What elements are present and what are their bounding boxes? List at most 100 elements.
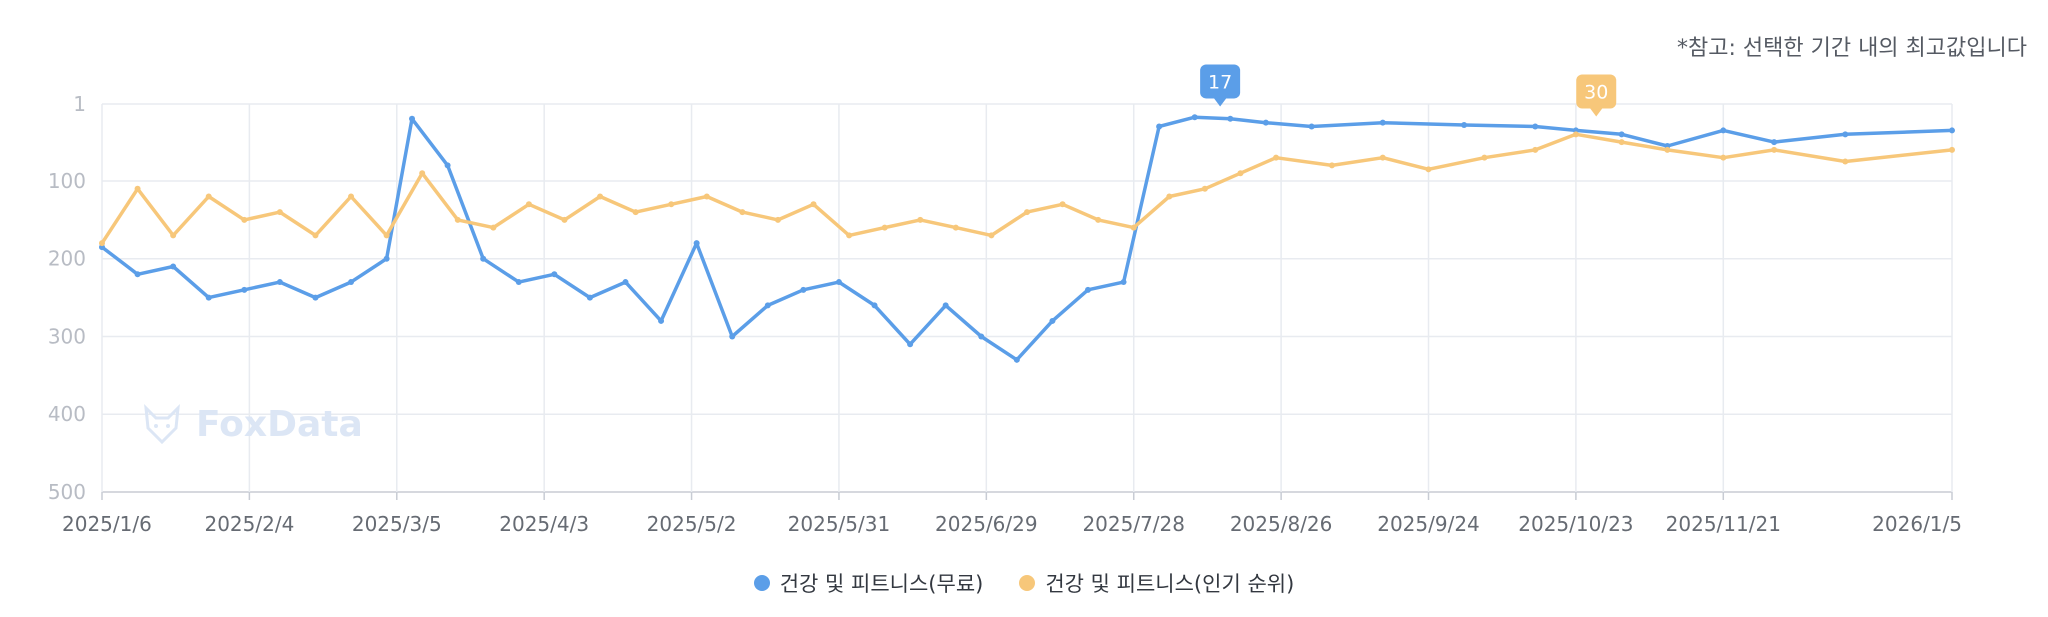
data-point[interactable] bbox=[134, 271, 141, 278]
x-tick-label: 2026/1/5 bbox=[1872, 512, 1962, 536]
data-point[interactable] bbox=[1949, 146, 1955, 153]
data-point[interactable] bbox=[1664, 146, 1671, 153]
legend-item-free[interactable]: 건강 및 피트니스(무료) bbox=[753, 568, 983, 598]
data-point[interactable] bbox=[205, 294, 212, 301]
data-point[interactable] bbox=[170, 263, 177, 270]
data-point[interactable] bbox=[1949, 127, 1955, 134]
data-point[interactable] bbox=[1049, 317, 1056, 324]
data-point[interactable] bbox=[917, 216, 924, 223]
data-point[interactable] bbox=[1771, 146, 1778, 153]
data-point[interactable] bbox=[1166, 193, 1173, 200]
y-tick-label: 1 bbox=[73, 92, 86, 116]
data-point[interactable] bbox=[764, 302, 771, 309]
x-tick-label: 2025/5/2 bbox=[647, 512, 737, 536]
data-point[interactable] bbox=[444, 162, 451, 169]
data-point[interactable] bbox=[622, 279, 629, 286]
data-point[interactable] bbox=[1481, 154, 1488, 161]
data-point[interactable] bbox=[942, 302, 949, 309]
x-axis: 2025/1/6 2025/2/4 2025/3/5 2025/4/3 2025/5/2… bbox=[62, 492, 1962, 536]
data-point[interactable] bbox=[729, 333, 736, 340]
data-point[interactable] bbox=[907, 341, 914, 348]
series-line-popular bbox=[100, 132, 1953, 245]
data-point[interactable] bbox=[881, 224, 888, 231]
data-point[interactable] bbox=[1842, 158, 1849, 165]
data-point[interactable] bbox=[1227, 115, 1234, 122]
data-point[interactable] bbox=[99, 240, 105, 247]
data-point[interactable] bbox=[597, 193, 604, 200]
data-point[interactable] bbox=[658, 317, 665, 324]
data-point[interactable] bbox=[561, 216, 568, 223]
data-point[interactable] bbox=[810, 201, 817, 208]
data-point[interactable] bbox=[551, 271, 558, 278]
data-point[interactable] bbox=[693, 240, 700, 247]
data-point[interactable] bbox=[1461, 121, 1468, 128]
data-point[interactable] bbox=[409, 115, 416, 122]
data-point[interactable] bbox=[1156, 123, 1163, 130]
data-point[interactable] bbox=[134, 185, 141, 192]
data-point[interactable] bbox=[348, 279, 355, 286]
data-point[interactable] bbox=[1191, 114, 1198, 121]
data-point[interactable] bbox=[312, 232, 319, 239]
data-point[interactable] bbox=[276, 209, 283, 216]
data-point[interactable] bbox=[1842, 131, 1849, 138]
data-point[interactable] bbox=[1130, 224, 1137, 231]
legend-label-popular: 건강 및 피트니스(인기 순위) bbox=[1045, 572, 1295, 596]
data-point[interactable] bbox=[241, 216, 248, 223]
data-point[interactable] bbox=[703, 193, 710, 200]
data-point[interactable] bbox=[276, 279, 283, 286]
data-point[interactable] bbox=[383, 232, 390, 239]
data-point[interactable] bbox=[454, 216, 461, 223]
data-point[interactable] bbox=[846, 232, 853, 239]
data-point[interactable] bbox=[348, 193, 355, 200]
data-point[interactable] bbox=[515, 279, 522, 286]
x-tick-label: 2025/6/29 bbox=[935, 512, 1038, 536]
data-point[interactable] bbox=[1771, 139, 1778, 146]
watermark-text: FoxData bbox=[196, 403, 363, 445]
data-point[interactable] bbox=[952, 224, 959, 231]
data-point[interactable] bbox=[871, 302, 878, 309]
data-point[interactable] bbox=[800, 286, 807, 293]
data-point[interactable] bbox=[1618, 139, 1625, 146]
data-point[interactable] bbox=[419, 170, 426, 177]
data-point[interactable] bbox=[739, 209, 746, 216]
data-point[interactable] bbox=[1532, 123, 1539, 130]
data-point[interactable] bbox=[1379, 154, 1386, 161]
legend-item-popular[interactable]: 건강 및 피트니스(인기 순위) bbox=[1019, 568, 1294, 598]
data-point[interactable] bbox=[668, 201, 675, 208]
data-point[interactable] bbox=[586, 294, 593, 301]
data-point[interactable] bbox=[525, 201, 532, 208]
data-point[interactable] bbox=[205, 193, 212, 200]
data-point[interactable] bbox=[1328, 162, 1335, 169]
data-point[interactable] bbox=[1120, 279, 1127, 286]
data-point[interactable] bbox=[383, 255, 390, 262]
data-point[interactable] bbox=[1572, 131, 1579, 138]
data-point[interactable] bbox=[1308, 123, 1315, 130]
data-point[interactable] bbox=[312, 294, 319, 301]
data-point[interactable] bbox=[1379, 119, 1386, 126]
data-point[interactable] bbox=[1237, 170, 1244, 177]
data-point[interactable] bbox=[1059, 201, 1066, 208]
data-point[interactable] bbox=[241, 286, 248, 293]
data-point[interactable] bbox=[1262, 119, 1269, 126]
data-point[interactable] bbox=[1024, 209, 1030, 216]
data-point[interactable] bbox=[774, 216, 781, 223]
data-point[interactable] bbox=[1201, 185, 1208, 192]
data-point[interactable] bbox=[1273, 154, 1280, 161]
legend-dot-free bbox=[753, 575, 770, 591]
data-point[interactable] bbox=[1532, 146, 1539, 153]
data-point[interactable] bbox=[1095, 216, 1102, 223]
data-point[interactable] bbox=[480, 255, 487, 262]
data-point[interactable] bbox=[170, 232, 177, 239]
data-point[interactable] bbox=[988, 232, 995, 239]
data-point[interactable] bbox=[1618, 131, 1625, 138]
data-point[interactable] bbox=[632, 209, 639, 216]
data-point[interactable] bbox=[978, 333, 985, 340]
data-point[interactable] bbox=[835, 279, 842, 286]
data-point[interactable] bbox=[1720, 127, 1727, 134]
data-point[interactable] bbox=[1084, 286, 1091, 293]
data-point[interactable] bbox=[490, 224, 497, 231]
legend-dot-popular bbox=[1019, 575, 1036, 591]
data-point[interactable] bbox=[1425, 166, 1432, 173]
data-point[interactable] bbox=[1720, 154, 1727, 161]
data-point[interactable] bbox=[1013, 356, 1020, 363]
